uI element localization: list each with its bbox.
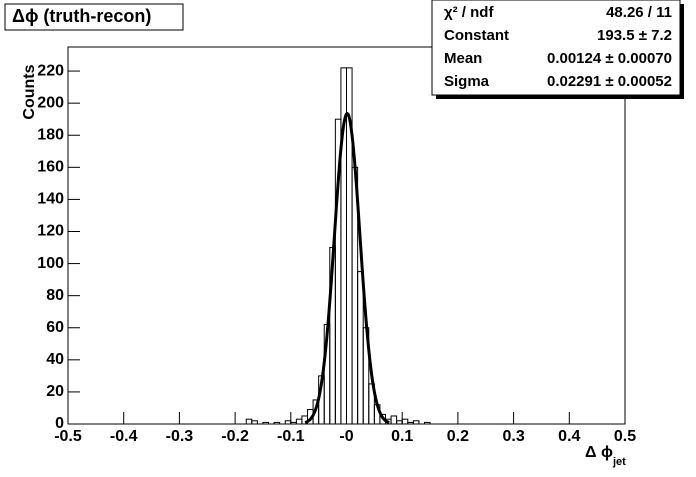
x-axis-label: Δ ϕ: [585, 444, 613, 461]
stats-name: Sigma: [444, 73, 490, 90]
y-tick-label: 40: [46, 351, 64, 368]
y-tick-label: 200: [37, 94, 64, 111]
title-box: [4, 3, 184, 31]
x-tick-label: -0.5: [54, 428, 82, 445]
x-axis-label-sub: jet: [612, 456, 626, 468]
chart-title: Δϕ (truth-recon): [12, 6, 151, 26]
y-tick-label: 0: [55, 415, 64, 432]
stats-value: 48.26 / 11: [606, 4, 672, 21]
x-tick-label: 0.4: [558, 428, 580, 445]
histogram-bar: [262, 421, 270, 425]
x-tick-label: 0.1: [391, 428, 413, 445]
stats-box: [431, 0, 681, 96]
histogram-bar: [251, 420, 258, 425]
y-tick-label: 20: [46, 383, 64, 400]
x-tick-label: 0.2: [447, 428, 469, 445]
y-tick-label: 140: [37, 191, 64, 208]
x-tick-label: 0.5: [614, 428, 636, 445]
histogram-bar: [273, 421, 281, 425]
stats-value: 193.5 ± 7.2: [597, 27, 672, 44]
x-tick-label: -0.3: [166, 428, 194, 445]
y-tick-label: 60: [46, 319, 64, 336]
x-tick-label: -0.2: [221, 428, 249, 445]
y-tick-label: 100: [37, 255, 64, 272]
y-tick-label: 180: [37, 126, 64, 143]
histogram-bar: [412, 420, 420, 425]
histogram-bar: [423, 421, 431, 425]
stats-name: Mean: [444, 50, 482, 67]
fit-curve: [304, 111, 390, 425]
histogram-bar: [390, 415, 398, 425]
y-tick-label: 120: [37, 223, 64, 240]
stats-name: Constant: [444, 27, 509, 44]
y-tick-label: 220: [37, 62, 64, 79]
y-tick-label: 80: [46, 287, 64, 304]
histogram-bar: [401, 418, 409, 425]
x-tick-label: 0.3: [502, 428, 524, 445]
y-tick-label: 160: [37, 159, 64, 176]
x-tick-label: -0.1: [277, 428, 305, 445]
x-tick-label: -0.4: [110, 428, 138, 445]
y-axis-label: Counts: [21, 64, 38, 119]
stats-value: 0.02291 ± 0.00052: [547, 73, 672, 90]
x-tick-label: -0: [339, 428, 353, 445]
stats-name: χ² / ndf: [444, 4, 494, 21]
stats-value: 0.00124 ± 0.00070: [547, 50, 672, 67]
